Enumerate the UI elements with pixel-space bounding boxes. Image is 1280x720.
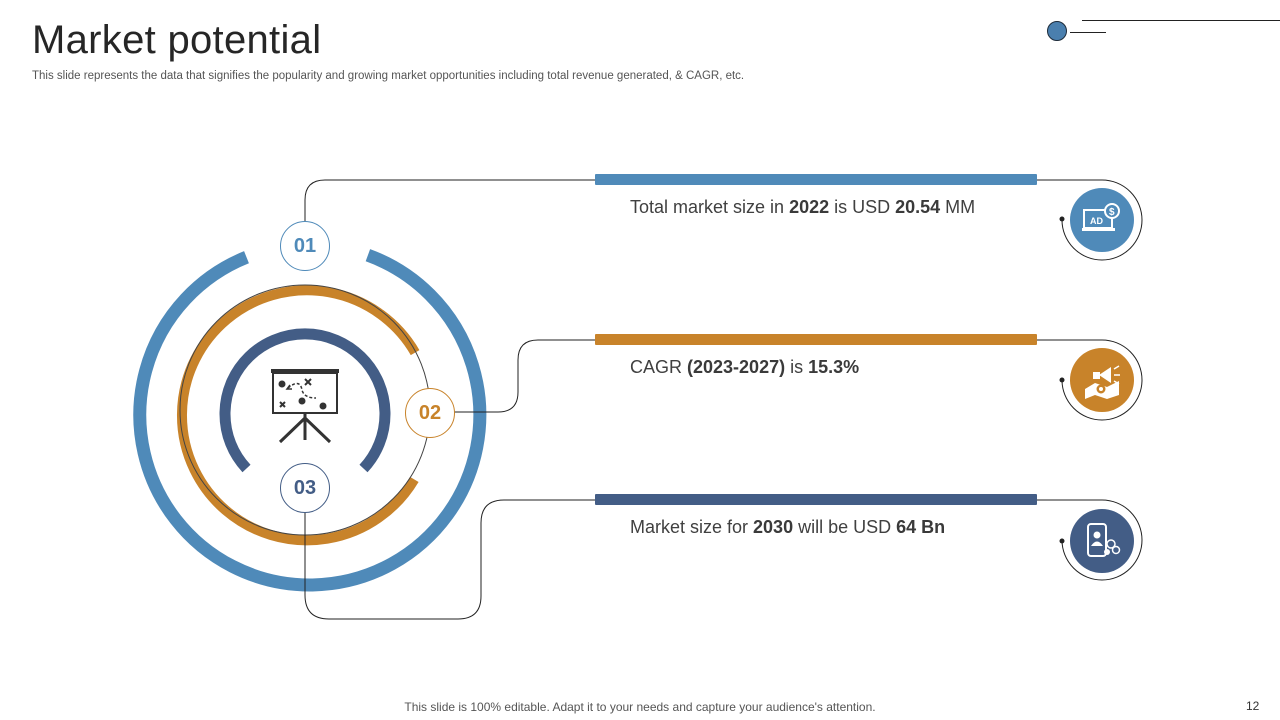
decorative-line: [1082, 20, 1280, 21]
icon-circle-01: AD $: [1070, 188, 1134, 252]
slide-footer: This slide is 100% editable. Adapt it to…: [404, 700, 876, 714]
connector-right-01: [1036, 179, 1143, 261]
text-part: Total market size in: [630, 197, 790, 217]
icon-circle-02: [1070, 348, 1134, 412]
connector-01: [304, 179, 596, 222]
step-badge-01: 01: [280, 221, 330, 271]
outer-ring: [133, 249, 487, 592]
megaphone-map-icon: [1085, 365, 1120, 399]
text-bold: (2023-2027): [687, 357, 786, 377]
connector-dot: [1059, 377, 1065, 383]
text-bold: 64 Bn: [896, 517, 946, 537]
connector-right-02: [1036, 339, 1143, 421]
svg-text:AD: AD: [1090, 216, 1103, 226]
connector-03: [304, 499, 596, 620]
step-number: 02: [418, 401, 442, 424]
svg-text:$: $: [1109, 207, 1115, 218]
connector-dot: [1059, 538, 1065, 544]
text-part: CAGR: [630, 357, 688, 377]
slide-title: Market potential: [32, 18, 322, 62]
text-part: is USD: [829, 197, 896, 217]
text-bold: 2030: [753, 517, 794, 537]
ad-dollar-monitor-icon: AD $: [1082, 203, 1120, 231]
strategy-board-icon: [271, 369, 339, 444]
text-bold: 15.3%: [808, 357, 860, 377]
item-bar-02: [595, 334, 1037, 345]
connector-right-03: [1036, 499, 1143, 581]
decorative-dot: [1047, 21, 1067, 41]
step-badge-02: 02: [405, 388, 455, 438]
slide-subtitle: This slide represents the data that sign…: [32, 70, 745, 82]
item-text-02: CAGR (2023-2027) is 15.3%: [630, 357, 859, 378]
inner-ring: [219, 328, 391, 473]
middle-ring-top-arc: [177, 285, 420, 546]
item-bar-03: [595, 494, 1037, 505]
item-text-03: Market size for 2030 will be USD 64 Bn: [630, 517, 945, 538]
step-badge-03: 03: [280, 463, 330, 513]
connector-02: [454, 339, 596, 413]
decorative-line: [1070, 32, 1106, 33]
mobile-users-icon: [1087, 523, 1121, 557]
text-part: will be USD: [793, 517, 897, 537]
text-part: MM: [940, 197, 976, 217]
icon-circle-03: [1070, 509, 1134, 573]
text-bold: 2022: [789, 197, 830, 217]
connector-dot: [1059, 216, 1065, 222]
page-number: 12: [1246, 699, 1260, 713]
item-text-01: Total market size in 2022 is USD 20.54 M…: [630, 197, 975, 218]
text-part: is: [785, 357, 809, 377]
text-bold: 20.54: [895, 197, 941, 217]
text-part: Market size for: [630, 517, 754, 537]
item-bar-01: [595, 174, 1037, 185]
step-number: 01: [293, 234, 317, 257]
step-number: 03: [293, 476, 317, 499]
